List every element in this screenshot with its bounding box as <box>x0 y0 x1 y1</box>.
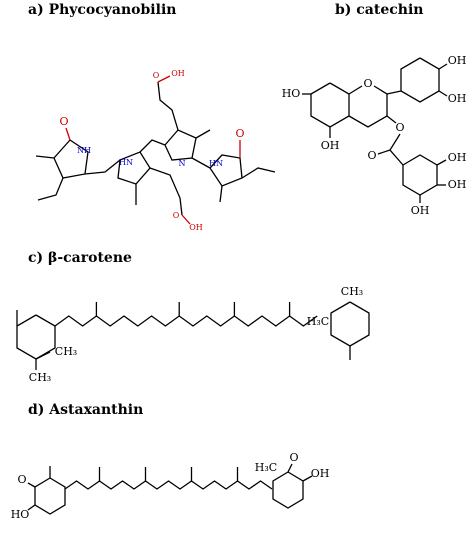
bond <box>54 315 318 327</box>
bond <box>149 167 183 216</box>
atom-label: O <box>173 211 180 220</box>
atom-label: O <box>367 149 376 162</box>
bond <box>53 139 89 179</box>
bond <box>191 157 211 169</box>
atom-label: HO <box>11 508 30 521</box>
atom-label: H₃C <box>255 461 277 474</box>
atom-label: NH <box>77 146 91 155</box>
atom-label: OH <box>411 204 430 217</box>
atom-label: O <box>395 121 404 134</box>
atom-label: OH <box>448 178 467 191</box>
atom-label: O <box>289 451 298 464</box>
atom-label: OH <box>189 223 203 232</box>
atom-label: CH₃ <box>29 371 51 384</box>
atom-label: OH <box>448 54 467 67</box>
bond <box>377 149 391 155</box>
bond <box>27 482 36 488</box>
bond <box>84 159 121 175</box>
atom-label: OH <box>311 467 330 480</box>
bond <box>65 127 71 141</box>
atom-label: HN <box>209 159 223 168</box>
atom-label: O <box>59 115 68 128</box>
atom-label: O <box>235 127 244 140</box>
bond <box>35 351 51 360</box>
bond <box>117 151 151 185</box>
catechin: HO O OH OH OH O O OH OH OH <box>282 54 467 217</box>
atom-label: O <box>363 77 372 90</box>
panel-title: b) catechin <box>335 2 423 18</box>
panel-title: c) β-carotene <box>28 250 132 266</box>
atom-label: OH <box>448 151 467 164</box>
bond <box>139 139 166 153</box>
bond <box>302 475 313 482</box>
bond <box>241 167 276 179</box>
atom-label: HO <box>282 87 301 100</box>
atom-label: CH₃ <box>55 345 77 358</box>
bond <box>35 155 55 159</box>
atom-label: O <box>153 71 160 80</box>
atom-label: OH <box>448 92 467 105</box>
bond <box>438 63 448 70</box>
bond <box>386 90 402 95</box>
atom-label: O <box>17 473 26 486</box>
bond <box>436 159 447 166</box>
bond <box>219 185 223 203</box>
bond <box>386 115 397 124</box>
panel-title: d) Astaxanthin <box>28 402 143 418</box>
atom-label: H₃C <box>307 315 329 328</box>
bond <box>195 129 211 139</box>
bond <box>157 75 171 83</box>
bond <box>438 90 448 97</box>
bond <box>164 129 197 161</box>
bond <box>27 504 36 511</box>
atom-label: N <box>179 159 186 168</box>
atom-label: OH <box>321 139 340 152</box>
bond <box>37 177 64 201</box>
bond <box>181 214 191 225</box>
bond <box>157 81 179 131</box>
bond <box>209 154 243 187</box>
bond <box>287 463 293 473</box>
bond <box>348 85 363 95</box>
atom-label: CH₃ <box>341 285 363 298</box>
phycocyanobilin: O NH HN N HN O O OH O OH <box>35 69 276 232</box>
astaxanthin: O HO O OH H₃C <box>11 451 330 521</box>
atom-label: HN <box>119 158 133 167</box>
beta-carotene: CH₃ CH₃ H₃C CH₃ <box>16 285 370 384</box>
atom-label: OH <box>171 69 185 78</box>
panel-title: a) Phycocyanobilin <box>28 2 176 18</box>
